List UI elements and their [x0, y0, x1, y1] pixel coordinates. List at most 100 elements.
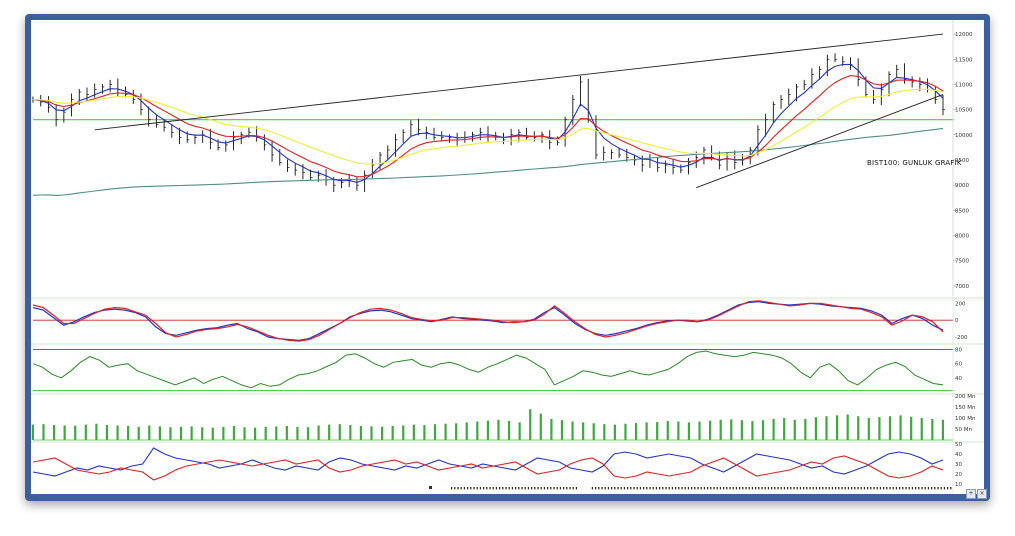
date-tick-mark — [668, 487, 670, 490]
date-tick-mark — [502, 487, 504, 490]
volume-bar — [825, 416, 828, 440]
date-tick-mark — [620, 487, 622, 490]
chart-annotation: BIST100: GUNLUK GRAFİK — [867, 159, 962, 167]
ema-short-line — [32, 63, 944, 183]
date-tick-mark — [915, 487, 917, 490]
dmi-tick-label: 20 — [955, 472, 962, 478]
date-tick-mark — [870, 487, 872, 490]
date-tick-mark — [460, 487, 462, 490]
volume-bar — [634, 422, 638, 440]
volume-bar — [899, 415, 902, 440]
volume-bar — [529, 409, 532, 440]
volume-bar — [709, 420, 712, 440]
volume-bar — [814, 417, 818, 440]
volume-bar — [550, 418, 553, 440]
date-tick-mark — [764, 487, 766, 490]
close-icon[interactable]: × — [977, 489, 987, 499]
date-tick-mark — [617, 487, 619, 490]
date-tick-mark — [553, 487, 555, 490]
date-tick-mark — [694, 487, 696, 490]
volume-bar — [846, 414, 849, 440]
dmi-tick-label: 30 — [955, 462, 962, 468]
volume-bar — [910, 416, 913, 440]
date-tick-mark — [630, 487, 632, 490]
date-tick-mark — [611, 487, 613, 490]
date-tick-mark — [793, 487, 795, 490]
volume-bar — [497, 419, 500, 440]
date-tick-mark — [851, 487, 853, 490]
date-tick-mark — [857, 487, 859, 490]
volume-bar — [920, 418, 923, 440]
date-tick-mark — [719, 487, 721, 490]
date-tick-mark — [873, 487, 875, 490]
volume-bar — [582, 422, 585, 440]
dmi-tick-label: 50 — [955, 442, 962, 448]
date-tick-mark — [489, 487, 491, 490]
dmi-line-red — [32, 455, 944, 481]
volume-bar — [455, 423, 458, 440]
date-tick-mark — [643, 487, 645, 490]
date-tick-mark — [473, 487, 475, 490]
date-tick-mark — [623, 487, 625, 490]
oscillator-line-blue — [32, 301, 944, 341]
date-tick-mark — [662, 487, 664, 490]
date-tick-mark — [742, 487, 744, 490]
date-tick-mark — [835, 487, 837, 490]
volume-bar — [931, 418, 934, 440]
price-panel-bg — [31, 21, 984, 301]
zoom-icon[interactable]: + — [966, 489, 976, 499]
volume-bar — [317, 425, 320, 440]
date-tick-mark — [429, 486, 432, 489]
date-tick-mark — [671, 487, 673, 490]
volume-bar — [613, 424, 616, 440]
volume-bar — [127, 425, 130, 440]
date-tick-mark — [492, 487, 494, 490]
date-tick-mark — [831, 487, 833, 490]
price-tick-label: 7500 — [955, 259, 969, 265]
price-tick-label: 10500 — [955, 108, 973, 114]
date-tick-mark — [844, 487, 846, 490]
date-tick-mark — [716, 487, 718, 490]
volume-bar — [402, 425, 405, 440]
date-tick-mark — [659, 487, 661, 490]
volume-bar — [444, 423, 447, 440]
date-tick-mark — [614, 487, 616, 490]
date-tick-mark — [476, 487, 478, 490]
date-tick-mark — [486, 487, 488, 490]
volume-bar — [476, 421, 479, 440]
date-tick-mark — [467, 487, 469, 490]
date-tick-mark — [879, 487, 881, 490]
date-tick-mark — [604, 487, 606, 490]
rsi-tick-label: 60 — [955, 362, 962, 368]
volume-bar — [222, 426, 225, 440]
date-tick-mark — [809, 487, 811, 490]
volume-bar — [539, 413, 542, 440]
date-tick-mark — [860, 487, 862, 490]
dmi-tick-label: 10 — [955, 482, 962, 488]
date-tick-mark — [931, 487, 933, 490]
date-tick-mark — [739, 487, 741, 490]
volume-bar — [370, 426, 373, 440]
date-tick-mark — [595, 487, 597, 490]
volume-bar — [730, 419, 733, 440]
date-tick-mark — [639, 487, 641, 490]
price-tick-label: 9000 — [955, 183, 969, 189]
date-tick-mark — [876, 487, 878, 490]
date-tick-mark — [943, 487, 945, 490]
date-tick-mark — [950, 487, 952, 490]
ma200-line — [32, 127, 944, 196]
volume-bar — [761, 420, 765, 440]
date-tick-mark — [681, 487, 683, 490]
date-tick-mark — [815, 487, 817, 490]
date-tick-mark — [732, 487, 734, 490]
date-tick-mark — [665, 487, 667, 490]
date-tick-mark — [761, 487, 763, 490]
volume-bar — [328, 424, 331, 440]
date-tick-mark — [649, 487, 651, 490]
volume-bar — [423, 425, 426, 440]
volume-bar — [380, 426, 384, 440]
date-tick-mark — [777, 487, 779, 490]
date-tick-mark — [470, 487, 472, 490]
date-tick-mark — [537, 487, 539, 490]
date-tick-mark — [633, 487, 635, 490]
